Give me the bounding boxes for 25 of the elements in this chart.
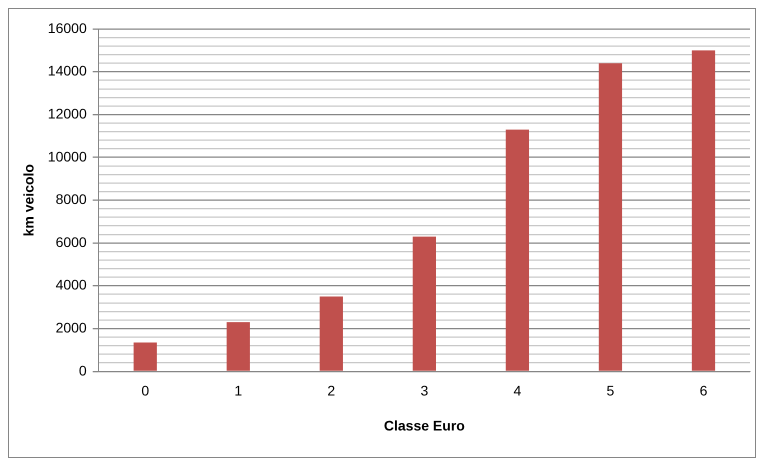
x-tick-label: 5 xyxy=(606,382,615,399)
x-tick-label: 6 xyxy=(700,382,708,399)
x-tick-label: 2 xyxy=(327,382,336,399)
x-tick-label: 0 xyxy=(141,382,150,399)
y-tick-label: 14000 xyxy=(48,62,87,79)
x-tick-label: 1 xyxy=(234,382,242,399)
y-axis-title: km veicolo xyxy=(20,164,36,236)
y-tick-label: 10000 xyxy=(48,148,87,164)
y-tick-label: 4000 xyxy=(56,276,87,293)
bar xyxy=(320,296,343,371)
y-tick-label: 0 xyxy=(78,362,87,378)
bar xyxy=(692,50,716,371)
bar xyxy=(134,342,157,371)
x-axis-title: Classe Euro xyxy=(384,417,465,434)
y-tick-label: 2000 xyxy=(56,319,87,336)
y-tick-label: 12000 xyxy=(48,105,87,122)
bar xyxy=(226,322,250,371)
bar xyxy=(412,236,436,371)
x-tick-label: 4 xyxy=(514,382,522,399)
y-tick-label: 6000 xyxy=(56,234,87,250)
bar xyxy=(506,130,530,371)
y-tick-label: 8000 xyxy=(56,191,87,208)
x-tick-label: 3 xyxy=(420,382,428,399)
bar xyxy=(598,63,622,371)
y-tick-label: 16000 xyxy=(48,20,87,36)
